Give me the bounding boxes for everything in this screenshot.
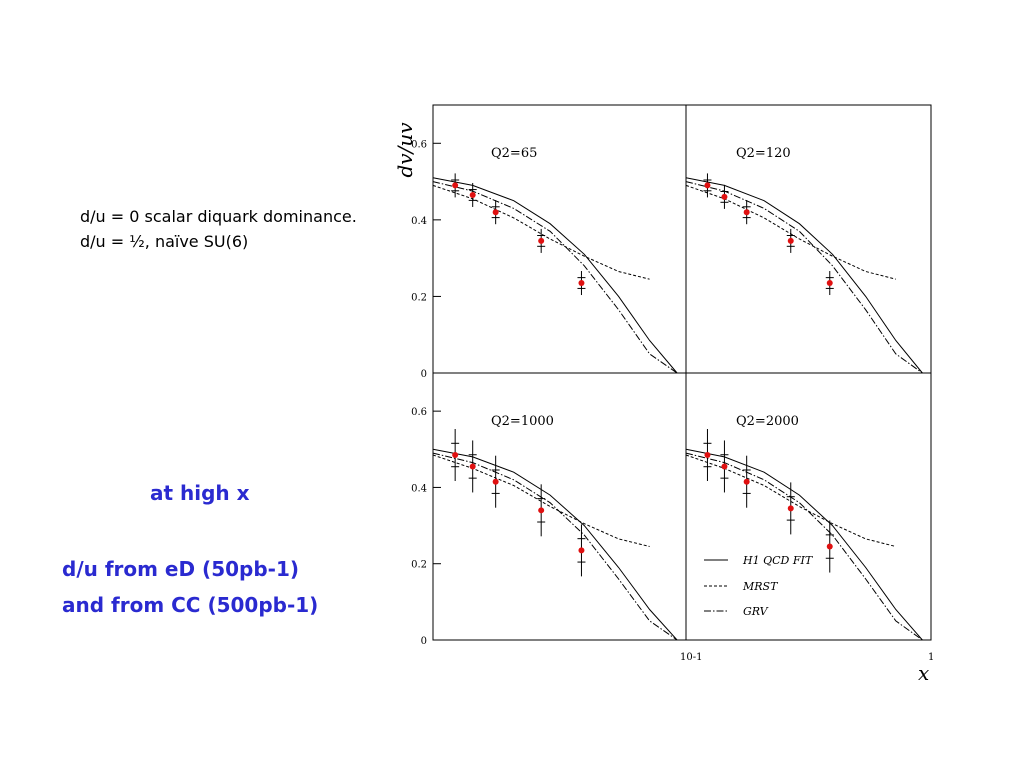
y-tick-label: 0.6 [411, 407, 427, 418]
x-tick-label: 1 [928, 652, 934, 663]
panel-label: Q2=1000 [491, 414, 554, 429]
panel-frame [432, 104, 687, 374]
curve-h1-qcd-fit [685, 177, 923, 374]
data-point [469, 191, 476, 198]
panel-label: Q2=65 [491, 146, 537, 161]
panel-label: Q2=2000 [736, 414, 799, 429]
data-point [452, 182, 459, 189]
curve-grv [432, 452, 678, 641]
y-tick-label: 0.4 [411, 216, 427, 227]
y-tick-label: 0.2 [411, 292, 427, 303]
curve-grv [432, 181, 678, 374]
data-point [469, 463, 476, 470]
data-point [578, 280, 585, 287]
data-point [452, 452, 459, 459]
legend-label: MRST [742, 580, 779, 593]
y-tick-label: 0 [421, 369, 427, 380]
data-point [578, 547, 585, 554]
curve-grv [685, 452, 923, 641]
curve-grv [685, 181, 923, 374]
x-axis-title: x [918, 661, 929, 685]
legend-label: H1 QCD FIT [742, 554, 814, 567]
note-su6: d/u = ½, naïve SU(6) [80, 232, 249, 251]
data-point [743, 478, 750, 485]
data-point [721, 193, 728, 200]
data-point [704, 182, 711, 189]
y-tick-label: 0.2 [411, 560, 427, 571]
y-tick-label: 0.6 [411, 139, 427, 150]
y-tick-label: 0 [421, 636, 427, 647]
data-point [826, 543, 833, 550]
data-point [492, 209, 499, 216]
caption-high-x: at high x [150, 481, 250, 505]
curve-h1-qcd-fit [432, 177, 678, 374]
data-point [538, 507, 545, 514]
caption-from-ed: d/u from eD (50pb-1) [62, 557, 300, 581]
data-point [492, 478, 499, 485]
panel-frame [685, 104, 932, 374]
data-point [787, 237, 794, 244]
panel-label: Q2=120 [736, 146, 791, 161]
curve-h1-qcd-fit [432, 448, 678, 641]
panel-frame [685, 372, 932, 641]
data-point [743, 209, 750, 216]
x-tick-label: 10-1 [680, 652, 702, 663]
data-point [704, 452, 711, 459]
y-tick-label: 0.4 [411, 483, 427, 494]
data-point [538, 237, 545, 244]
data-point [721, 463, 728, 470]
data-point [787, 505, 794, 512]
y-axis-title: dv/uv [393, 122, 417, 178]
panel-frame [432, 372, 687, 641]
legend-label: GRV [743, 605, 769, 618]
caption-from-cc: and from CC (500pb-1) [62, 593, 319, 617]
data-point [826, 280, 833, 287]
note-scalar-diquark: d/u = 0 scalar diquark dominance. [80, 207, 357, 226]
curve-h1-qcd-fit [685, 448, 923, 641]
